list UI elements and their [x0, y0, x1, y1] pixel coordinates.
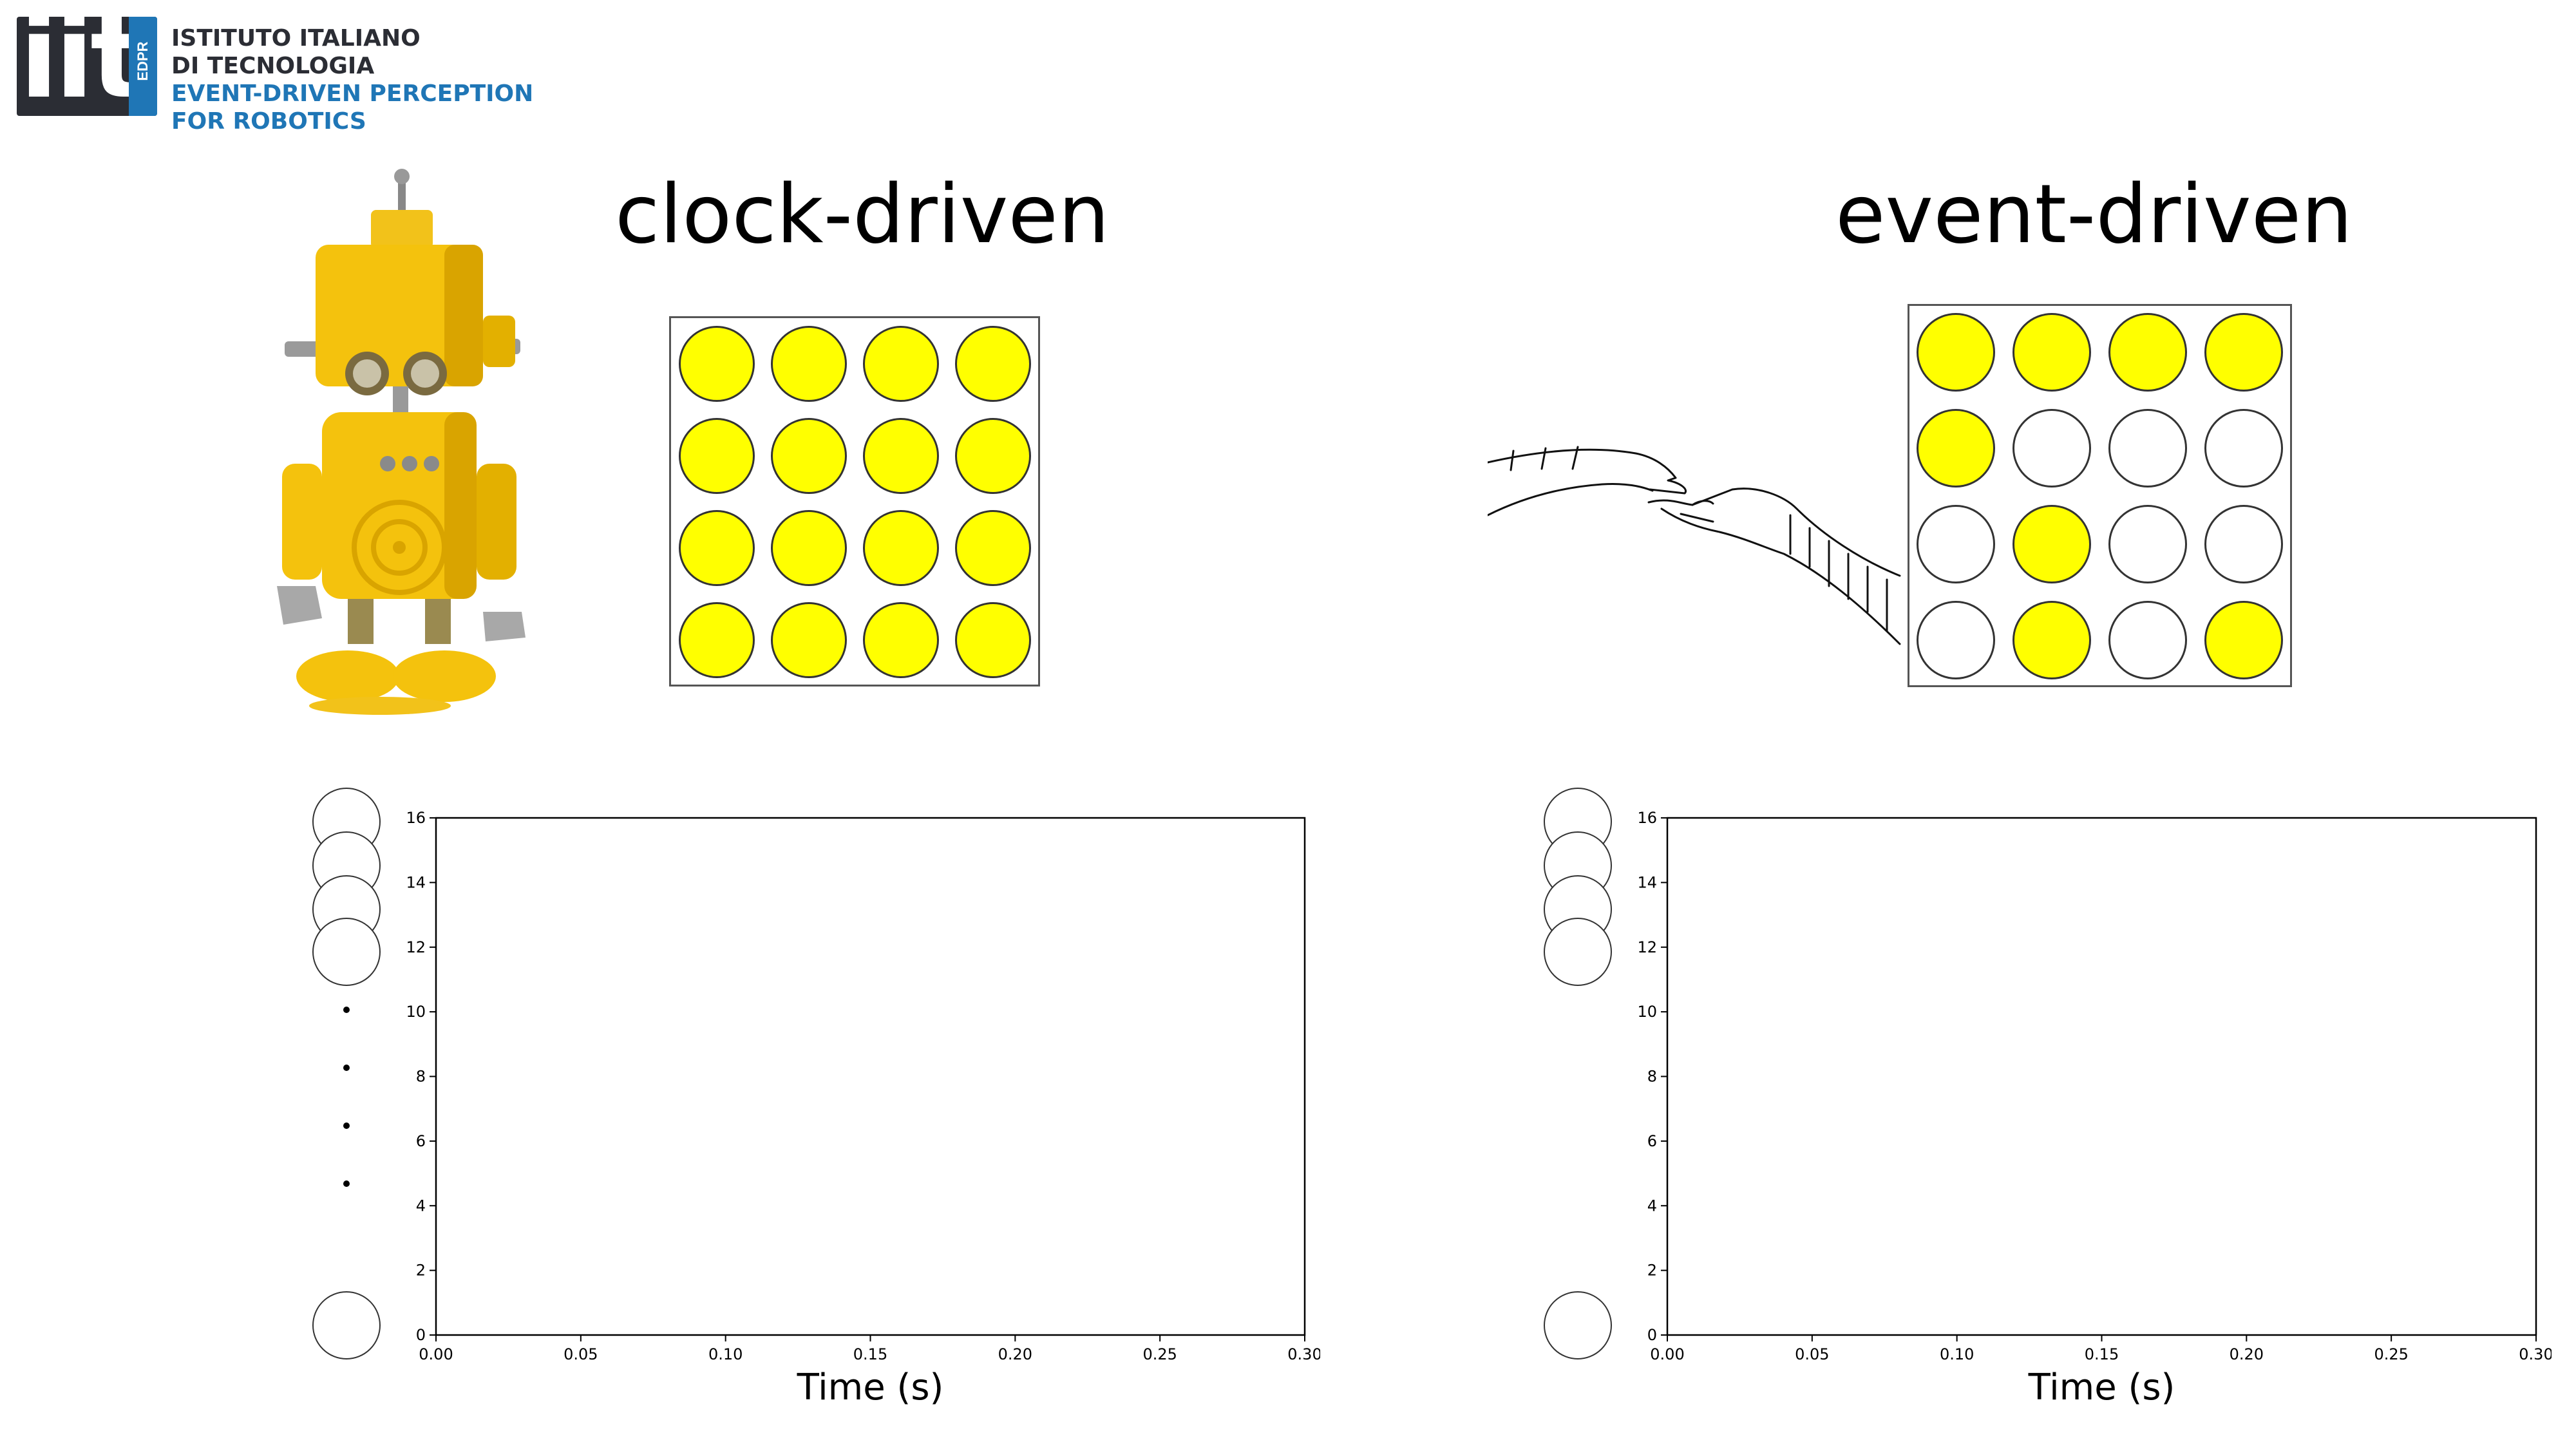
event-driven-pixel-r3-c1: [1917, 505, 1995, 583]
clock-driven-y-tick-label: 10: [406, 1003, 426, 1021]
event-driven-y-tick-label: 8: [1647, 1068, 1657, 1086]
clock-driven-pixel-r1-c4: [955, 326, 1031, 402]
event-driven-neuron-circle: [1544, 918, 1612, 986]
event-driven-pixel-r3-c2: [2012, 505, 2091, 583]
clock-driven-x-tick-label: 0.00: [419, 1345, 453, 1363]
clock-driven-title: clock-driven: [615, 167, 1110, 261]
clock-driven-x-axis-label: Time (s): [797, 1367, 944, 1408]
clock-driven-y-tick-label: 14: [406, 873, 426, 891]
clock-driven-ellipsis-dot: [343, 1007, 350, 1013]
event-driven-y-tick-label: 4: [1647, 1197, 1657, 1215]
clock-driven-pixel-r3-c4: [955, 510, 1031, 586]
event-driven-title: event-driven: [1835, 167, 2353, 261]
clock-driven-ellipsis-dot: [343, 1122, 350, 1129]
clock-driven-y-tick-label: 12: [406, 938, 426, 956]
clock-driven-plot-frame: [435, 817, 1306, 1336]
clock-driven-y-tick-label: 0: [416, 1326, 426, 1344]
logo-line-1: ISTITUTO ITALIANO: [171, 25, 421, 52]
clock-driven-y-tick-label: 8: [416, 1068, 426, 1086]
clock-driven-pixel-r2-c2: [771, 418, 847, 494]
clock-driven-pixel-r1-c3: [863, 326, 939, 402]
event-driven-y-tick-label: 10: [1637, 1003, 1657, 1021]
logo-strip-tag: EDPR: [135, 41, 151, 81]
event-driven-pixel-r1-c3: [2108, 313, 2187, 392]
event-driven-y-tick-label: 6: [1647, 1132, 1657, 1150]
clock-driven-pixel-r4-c4: [955, 602, 1031, 678]
event-driven-pixel-r2-c2: [2012, 409, 2091, 488]
event-driven-plot: 0.00 0.05 0.10 0.15 0.20 0.25 0.30 0 2 4 6 8 10 12 14 1…: [1544, 788, 2552, 1408]
event-driven-y-tick-label: 16: [1637, 809, 1657, 827]
event-driven-y-tick-label: 0: [1647, 1326, 1657, 1344]
event-driven-pixel-r4-c1: [1917, 601, 1995, 679]
event-driven-pixel-r3-c4: [2204, 505, 2283, 583]
event-driven-y-tick-label: 14: [1637, 873, 1657, 891]
clock-driven-x-tick-label: 0.20: [998, 1345, 1032, 1363]
event-driven-x-axis-label: Time (s): [2028, 1367, 2175, 1408]
event-driven-pixel-r1-c2: [2012, 313, 2091, 392]
event-driven-y-tick-label: 12: [1637, 938, 1657, 956]
clock-driven-ellipsis-dot: [343, 1180, 350, 1187]
event-driven-pixel-r3-c3: [2108, 505, 2187, 583]
logo-mark-text: iit: [19, 17, 145, 116]
event-driven-pixel-r4-c2: [2012, 601, 2091, 679]
clock-driven-x-tick-label: 0.05: [564, 1345, 598, 1363]
clock-driven-y-tick-label: 16: [406, 809, 426, 827]
logo-line-2: DI TECNOLOGIA: [171, 53, 375, 79]
event-driven-x-tick-label: 0.05: [1795, 1345, 1829, 1363]
clock-driven-x-tick-label: 0.10: [708, 1345, 743, 1363]
event-driven-neuron-circle: [1544, 1291, 1612, 1359]
event-driven-x-tick-label: 0.10: [1940, 1345, 1974, 1363]
clock-driven-pixel-r3-c1: [679, 510, 755, 586]
event-driven-x-tick-label: 0.25: [2374, 1345, 2408, 1363]
clock-driven-pixel-grid: [669, 316, 1040, 687]
event-driven-pixel-r2-c1: [1917, 409, 1995, 488]
clock-driven-pixel-r2-c1: [679, 418, 755, 494]
clock-driven-x-tick-label: 0.25: [1142, 1345, 1177, 1363]
event-driven-x-tick-label: 0.20: [2230, 1345, 2264, 1363]
event-driven-y-tick-label: 2: [1647, 1262, 1657, 1280]
clock-driven-neuron-circle: [312, 918, 381, 986]
clock-driven-plot: 0.00 0.05 0.10 0.15 0.20 0.25 0.30 0 2 4 6 8 10 12 14 1…: [312, 788, 1320, 1408]
clock-driven-pixel-r1-c2: [771, 326, 847, 402]
event-driven-x-tick-label: 0.15: [2085, 1345, 2119, 1363]
event-driven-x-tick-label: 0.30: [2519, 1345, 2552, 1363]
logo-line-3: EVENT-DRIVEN PERCEPTION: [171, 80, 534, 107]
clock-driven-pixel-r3-c3: [863, 510, 939, 586]
clock-driven-x-tick-label: 0.15: [853, 1345, 887, 1363]
iit-logo: iit EDPR: [17, 17, 157, 116]
event-driven-x-tick-label: 0.00: [1650, 1345, 1684, 1363]
event-driven-plot-frame: [1666, 817, 2537, 1336]
event-driven-pixel-r1-c1: [1917, 313, 1995, 392]
clock-driven-y-tick-label: 6: [416, 1132, 426, 1150]
event-driven-pixel-r4-c4: [2204, 601, 2283, 679]
clock-driven-pixel-r4-c1: [679, 602, 755, 678]
clock-driven-pixel-r2-c3: [863, 418, 939, 494]
event-driven-pixel-grid: [1908, 304, 2292, 687]
clock-driven-y-tick-label: 4: [416, 1197, 426, 1215]
event-driven-pixel-r2-c3: [2108, 409, 2187, 488]
logo-line-4: FOR ROBOTICS: [171, 108, 366, 135]
event-driven-pixel-r1-c4: [2204, 313, 2283, 392]
clock-driven-y-tick-label: 2: [416, 1262, 426, 1280]
logo-strip: EDPR: [129, 17, 157, 116]
robot-icon: [277, 169, 526, 715]
event-driven-pixel-r2-c4: [2204, 409, 2283, 488]
clock-driven-neuron-circle: [312, 1291, 381, 1359]
clock-driven-x-tick-label: 0.30: [1287, 1345, 1320, 1363]
touching-hands-icon: [1488, 446, 1901, 645]
clock-driven-pixel-r4-c3: [863, 602, 939, 678]
clock-driven-pixel-r2-c4: [955, 418, 1031, 494]
clock-driven-pixel-r1-c1: [679, 326, 755, 402]
clock-driven-pixel-r3-c2: [771, 510, 847, 586]
clock-driven-ellipsis-dot: [343, 1065, 350, 1071]
event-driven-pixel-r4-c3: [2108, 601, 2187, 679]
clock-driven-pixel-r4-c2: [771, 602, 847, 678]
